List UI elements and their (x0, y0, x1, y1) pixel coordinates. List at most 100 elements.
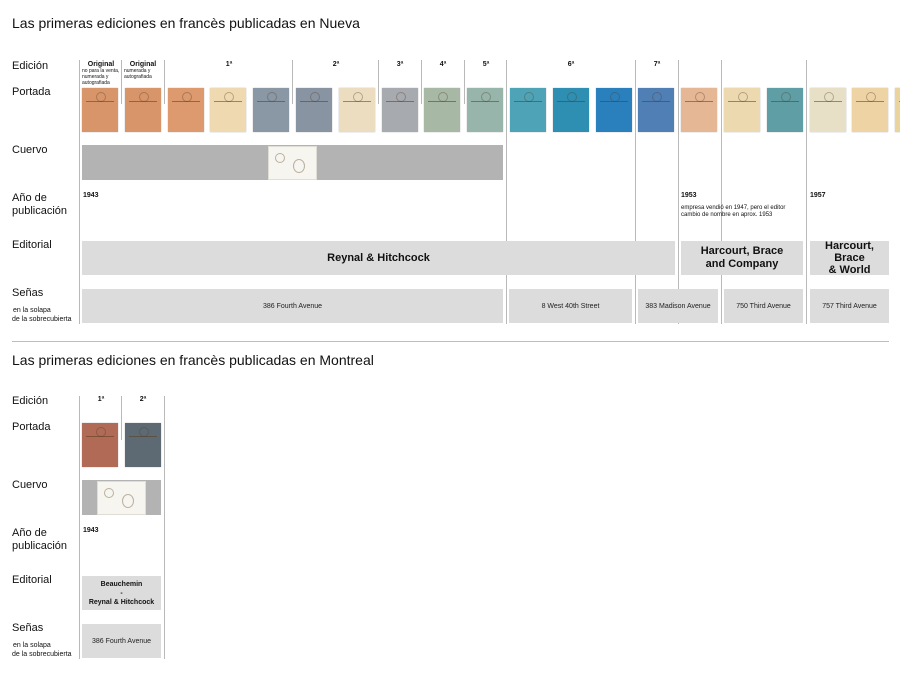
ny-edition-original-1-label: Original (87, 61, 115, 68)
book-cover-image (210, 88, 247, 132)
ny-edition-3: 3ª (396, 61, 404, 68)
ny-edition-5: 5ª (482, 61, 490, 68)
ny-edition-original-1: Original no para la venta, numerada y au… (82, 61, 120, 86)
ny-label-cuervo: Cuervo (12, 144, 48, 156)
book-cover-image (681, 88, 718, 132)
crow-drawing-image (97, 481, 146, 515)
ny-divider (506, 60, 507, 324)
ny-label-anio: Año de publicación (12, 192, 67, 218)
ny-section-title: Las primeras ediciones en francès public… (12, 15, 360, 31)
mtl-label-editorial: Editorial (12, 574, 52, 586)
book-cover-image (424, 88, 461, 132)
book-cover-image (510, 88, 546, 132)
ny-label-anio-line2: publicación (12, 205, 68, 217)
ny-label-portada: Portada (12, 86, 51, 98)
mtl-publisher-line3: Reynal & Hitchcock (88, 598, 155, 606)
ny-edition-2: 2ª (332, 61, 340, 68)
ny-divider (806, 60, 807, 324)
ny-publisher-harcourt-brace-company: Harcourt, Brace and Company (681, 241, 803, 275)
ny-edition-6: 6ª (567, 61, 575, 68)
ny-divider (421, 60, 422, 104)
ny-publisher-reynal-hitchcock-label: Reynal & Hitchcock (327, 252, 430, 264)
ny-address-750-third-label: 750 Third Avenue (736, 302, 791, 310)
mtl-divider-start (79, 396, 80, 659)
ny-divider (292, 60, 293, 104)
ny-year-1943: 1943 (83, 192, 99, 199)
book-cover-image (82, 88, 118, 132)
ny-year-1953-note: empresa vendió en 1947, pero el editor c… (681, 205, 806, 219)
mtl-address-label: 386 Fourth Avenue (91, 637, 152, 645)
ny-publisher-harcourt-brace-company-line1: Harcourt, Brace (700, 245, 784, 257)
ny-address-383-madison-label: 383 Madison Avenue (645, 302, 711, 310)
ny-publisher-harcourt-brace-world-line2: Brace (834, 252, 865, 264)
mtl-label-senas-sub-line1: en la solapa (13, 642, 51, 649)
book-cover-image (338, 88, 375, 132)
book-cover-image (296, 88, 332, 132)
ny-address-383-madison: 383 Madison Avenue (638, 289, 718, 323)
ny-address-8-west-40th-label: 8 West 40th Street (541, 302, 600, 310)
ny-edition-1: 1ª (225, 61, 233, 68)
book-cover-image (809, 88, 846, 132)
ny-edition-original-2: Original numerada y autografiada (124, 61, 162, 80)
ny-divider (464, 60, 465, 104)
mtl-edition-1: 1ª (97, 396, 105, 403)
ny-label-senas-sub-line1: en la solapa (13, 307, 51, 314)
book-cover-image (895, 88, 900, 132)
ny-label-editorial: Editorial (12, 239, 52, 251)
ny-divider (635, 60, 636, 324)
ny-address-757-third: 757 Third Avenue (810, 289, 889, 323)
book-cover-image (124, 88, 161, 132)
mtl-address-386-fourth: 386 Fourth Avenue (82, 624, 161, 658)
mtl-publisher-line2: - (120, 589, 123, 597)
ny-year-1953: 1953 (681, 192, 697, 199)
mtl-label-senas-sub: en la solapa de la sobrecubierta (12, 641, 72, 659)
mtl-label-anio: Año de publicación (12, 527, 67, 553)
ny-address-386-fourth: 386 Fourth Avenue (82, 289, 503, 323)
ny-year-1957: 1957 (810, 192, 826, 199)
ny-edition-4: 4ª (439, 61, 447, 68)
mtl-publisher-beauchemin: Beauchemin - Reynal & Hitchcock (82, 576, 161, 610)
mtl-divider-end (164, 396, 165, 659)
ny-edition-original-2-label: Original (129, 61, 157, 68)
ny-publisher-harcourt-brace-world-line1: Harcourt, (825, 240, 874, 252)
book-cover-image (381, 88, 418, 132)
ny-label-senas-sub: en la solapa de la sobrecubierta (12, 306, 72, 324)
mtl-label-anio-line2: publicación (12, 540, 68, 552)
book-cover-image (638, 88, 675, 132)
ny-publisher-harcourt-brace-world-line3: & World (828, 264, 871, 276)
mtl-label-edicion: Edición (12, 395, 49, 407)
ny-edition-original-1-note: no para la venta, numerada y autografiad… (82, 68, 120, 86)
ny-divider (121, 60, 122, 104)
mtl-label-portada: Portada (12, 421, 51, 433)
ny-publisher-harcourt-brace-world: Harcourt, Brace & World (810, 240, 889, 276)
ny-divider-start (79, 60, 80, 324)
ny-divider (378, 60, 379, 104)
ny-edition-7: 7ª (653, 61, 661, 68)
book-cover-image (595, 88, 632, 132)
section-divider (12, 341, 889, 342)
book-cover-image (724, 88, 760, 132)
book-cover-image (467, 88, 504, 132)
ny-label-senas-sub-line2: de la sobrecubierta (12, 316, 72, 323)
mtl-label-cuervo: Cuervo (12, 479, 48, 491)
book-cover-image (766, 88, 803, 132)
mtl-divider (121, 396, 122, 440)
book-cover-image (852, 88, 889, 132)
ny-edition-original-2-note: numerada y autografiada (124, 68, 152, 80)
book-cover-image (552, 88, 589, 132)
mtl-publisher-line1: Beauchemin (100, 580, 143, 588)
ny-divider (164, 60, 165, 104)
mtl-label-senas: Señas (12, 622, 44, 634)
ny-address-386-fourth-label: 386 Fourth Avenue (262, 302, 323, 310)
mtl-label-senas-sub-line2: de la sobrecubierta (12, 651, 72, 658)
ny-label-senas: Señas (12, 287, 44, 299)
ny-publisher-harcourt-brace-company-line2: and Company (705, 258, 779, 270)
book-cover-image (167, 88, 204, 132)
ny-address-8-west-40th: 8 West 40th Street (509, 289, 632, 323)
book-cover-image (82, 423, 118, 467)
ny-year-1953-note-line2: cambio de nombre en aprox. 1953 (681, 212, 773, 218)
crow-drawing-image (268, 146, 317, 180)
ny-label-edicion: Edición (12, 60, 49, 72)
mtl-section-title: Las primeras ediciones en francès public… (12, 352, 374, 368)
ny-address-750-third: 750 Third Avenue (724, 289, 803, 323)
